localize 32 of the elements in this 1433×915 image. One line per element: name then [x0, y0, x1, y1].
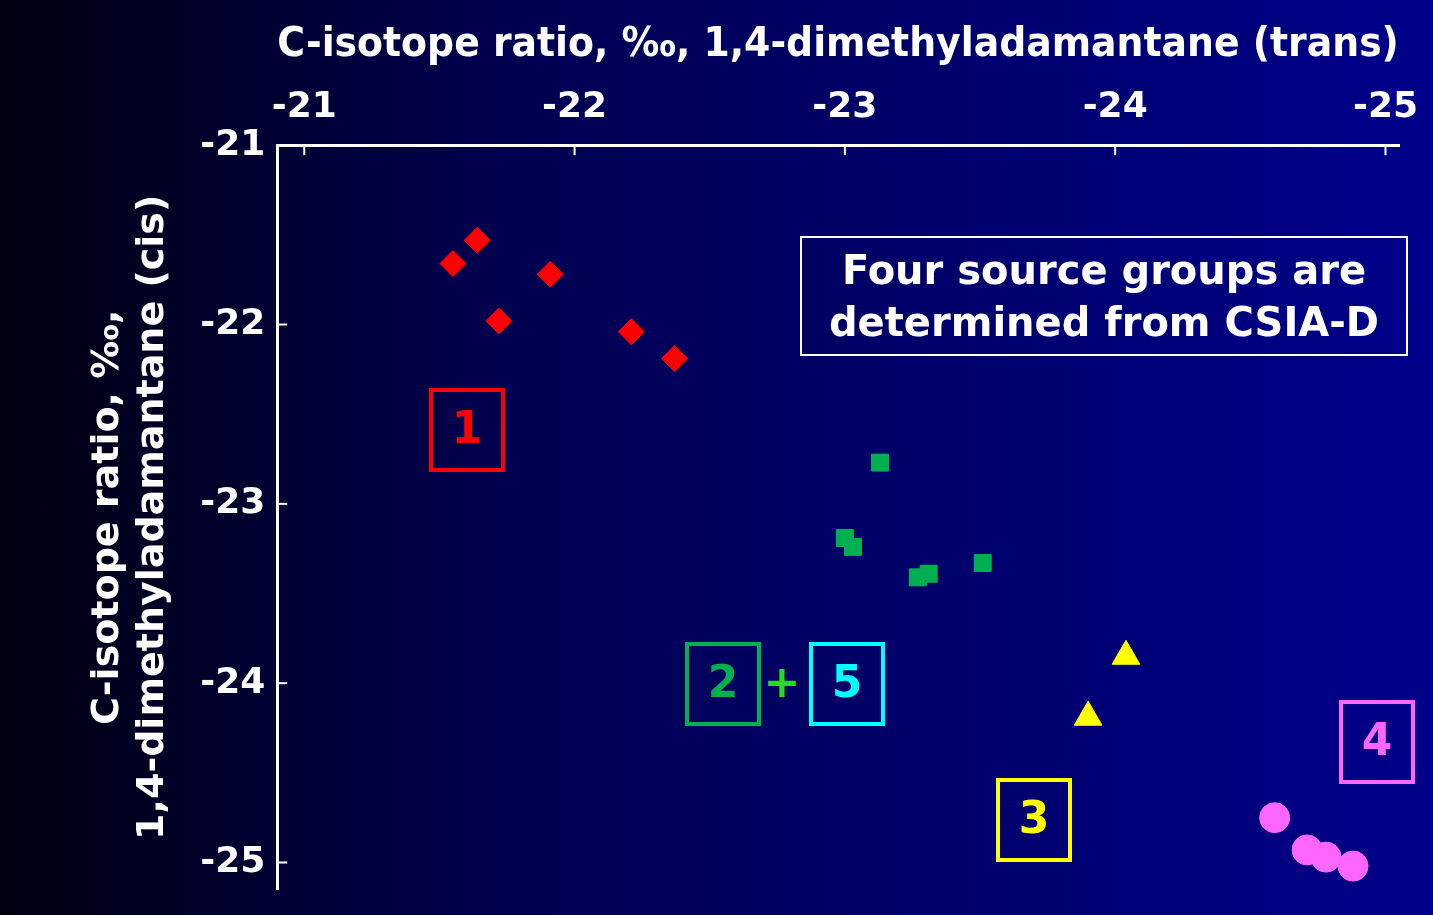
annotation: + [763, 656, 801, 708]
y-tick-label: -23 [200, 480, 266, 522]
y-tick-label: -24 [200, 659, 266, 701]
y-tick-label: -21 [200, 121, 266, 163]
y-axis-title: C-isotope ratio, ‰, 1,4-dimethyladamantane (cis) [82, 194, 173, 840]
point [463, 226, 491, 254]
series-label: 4 [1361, 714, 1393, 766]
point [871, 453, 889, 472]
x-tick-label: -25 [1352, 83, 1419, 125]
point [919, 564, 938, 583]
annotation: Four source groups are determined from CSIA-D [800, 236, 1408, 356]
point [1337, 850, 1369, 882]
x-tick-label: -24 [1082, 83, 1148, 125]
y-tick-label: -22 [200, 300, 266, 342]
point [973, 554, 992, 573]
annotation: 5 [831, 656, 863, 708]
point [439, 250, 467, 278]
point [1310, 841, 1342, 873]
point [617, 318, 645, 346]
series-label: 3 [1018, 792, 1050, 844]
series-label: 1 [451, 402, 483, 454]
point [661, 345, 689, 373]
x-tick-label: -22 [542, 83, 608, 125]
x-axis-title: C-isotope ratio, ‰, 1,4-dimethyladamantane (trans) [277, 19, 1399, 66]
x-tick-label: -21 [271, 83, 337, 125]
point [536, 260, 564, 288]
y-tick-label: -25 [200, 838, 266, 880]
point [844, 537, 862, 556]
x-tick-label: -23 [812, 83, 878, 125]
point [485, 307, 513, 335]
point [1259, 802, 1291, 834]
text: 2 [707, 656, 739, 708]
